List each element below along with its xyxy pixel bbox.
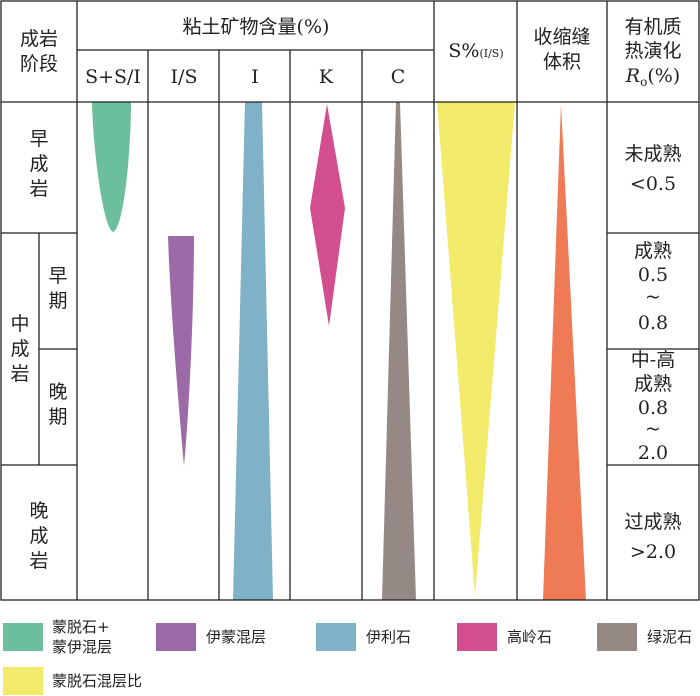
legend-label-illite: 伊利石 <box>366 628 411 646</box>
stage-late-char1: 晚 <box>29 500 48 522</box>
stage-early-char2: 成 <box>29 153 48 175</box>
maturity-immature: 未成熟 <box>624 143 681 165</box>
legend-label-chlorite: 绿泥石 <box>647 628 692 646</box>
stage-middle-late-char1: 晚 <box>48 381 67 403</box>
header-stage-line2: 阶段 <box>20 53 58 75</box>
kaolinite-shape <box>310 104 345 326</box>
stage-middle-char2: 成 <box>10 338 29 360</box>
stage-early-char3: 岩 <box>29 178 48 200</box>
header-clay-group: 粘土矿物含量(%) <box>183 16 330 38</box>
column-header-s-si: S+S/I <box>85 66 141 88</box>
column-header-k: K <box>319 66 334 88</box>
maturity-mature: 成熟 <box>634 240 672 262</box>
legend-label-illite-smectite: 伊蒙混层 <box>206 628 266 646</box>
legend-label-s-ratio: 蒙脱石混层比 <box>52 672 142 690</box>
header-s-ratio: S%(I/S) <box>448 40 503 62</box>
maturity-mid-high-mature: 成熟 <box>634 373 672 395</box>
legend-label-kaolinite: 高岭石 <box>507 628 552 646</box>
column-header-c: C <box>391 66 406 88</box>
legend-swatch-kaolinite <box>457 623 497 651</box>
maturity-mid-high-low: 0.8 <box>638 397 668 419</box>
maturity-mid-high: 中-高 <box>631 349 675 371</box>
column-header-is: I/S <box>171 66 198 88</box>
maturity-mature-high: 0.8 <box>638 312 668 334</box>
illite-smectite-shape <box>168 236 194 466</box>
maturity-mid-high-tilde: ~ <box>645 418 661 440</box>
illite-shape <box>233 102 273 600</box>
legend-swatch-chlorite <box>597 623 637 651</box>
legend-label-smectite-1: 蒙脱石+ <box>52 618 110 636</box>
stage-middle-char1: 中 <box>10 313 29 335</box>
legend-swatch-illite <box>316 623 356 651</box>
shrinkage-shape <box>543 104 586 600</box>
s-ratio-shape <box>437 102 515 596</box>
legend-swatch-smectite <box>3 623 43 651</box>
maturity-mature-low: 0.5 <box>638 264 668 286</box>
legend-label-smectite-2: 蒙伊混层 <box>52 638 112 656</box>
header-ro: Ro(%) <box>625 65 680 89</box>
stage-early-char1: 早 <box>29 128 48 150</box>
stage-middle-early-char2: 期 <box>48 290 67 312</box>
header-thermal-line2: 热演化 <box>624 40 681 62</box>
stage-late-char3: 岩 <box>29 550 48 572</box>
maturity-mid-high-high: 2.0 <box>638 442 668 464</box>
stage-middle-late-char2: 期 <box>48 406 67 428</box>
maturity-mature-tilde: ~ <box>645 286 661 308</box>
maturity-overmature: 过成熟 <box>624 511 681 533</box>
chlorite-shape <box>382 102 416 600</box>
header-thermal-line1: 有机质 <box>624 16 681 38</box>
legend-swatch-s-ratio <box>3 667 43 695</box>
table-grid <box>0 0 700 601</box>
header-shrink-line2: 体积 <box>543 51 581 73</box>
legend-swatch-illite-smectite <box>156 623 196 651</box>
header-shrink-line1: 收缩缝 <box>533 26 590 48</box>
stage-middle-char3: 岩 <box>10 363 29 385</box>
smectite-shape <box>92 102 131 232</box>
column-header-i: I <box>251 66 259 88</box>
maturity-overmature-value: >2.0 <box>630 541 676 563</box>
maturity-immature-value: <0.5 <box>630 173 676 195</box>
header-stage-line1: 成岩 <box>20 28 58 50</box>
stage-late-char2: 成 <box>29 525 48 547</box>
legend: 蒙脱石+ 蒙伊混层 伊蒙混层 伊利石 高岭石 绿泥石 蒙脱石混层比 <box>3 618 692 695</box>
stage-middle-early-char1: 早 <box>48 265 67 287</box>
